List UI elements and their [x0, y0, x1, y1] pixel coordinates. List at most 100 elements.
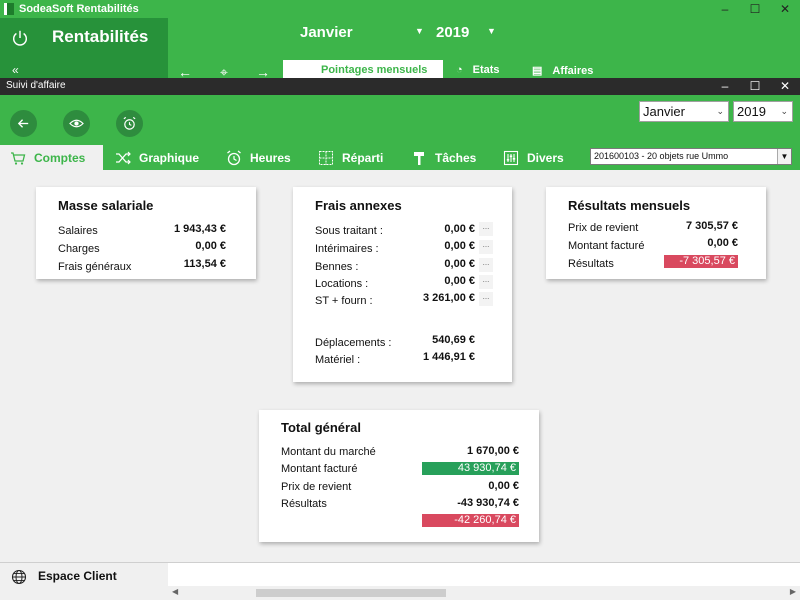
maximize-icon[interactable]: ☐ [749, 2, 761, 16]
chevron-down-icon: ▼ [777, 149, 791, 164]
child-window-title: Suivi d'affaire [6, 80, 66, 91]
year-select[interactable]: 2019 ⌄ [733, 101, 793, 122]
details-button[interactable]: ... [479, 275, 493, 289]
row-label: Sous traitant : [315, 225, 383, 237]
row-label: Montant facturé [568, 240, 645, 252]
espace-client-button[interactable]: Espace Client [0, 562, 168, 600]
app-name: Rentabilités [52, 27, 149, 46]
chevron-down-icon[interactable]: ▼ [487, 26, 496, 36]
card-title: Frais annexes [315, 198, 402, 213]
details-button[interactable]: ... [479, 292, 493, 306]
tab-pointages-mensuels[interactable]: Pointages mensuels [283, 60, 443, 78]
tab-label: Divers [527, 150, 564, 165]
row-value: 3 261,00 € [423, 292, 475, 304]
timer-button[interactable] [116, 110, 143, 137]
row-label: Prix de revient [568, 222, 639, 234]
collapse-sidebar-button[interactable]: « [0, 58, 40, 78]
back-arrow-icon[interactable]: ← [178, 64, 192, 80]
tab-graphique[interactable]: Graphique [103, 145, 216, 170]
view-button[interactable] [63, 110, 90, 137]
scroll-right-icon[interactable]: ▶ [789, 587, 796, 596]
row-value: 0,00 € [195, 240, 226, 252]
header-year[interactable]: 2019 [436, 24, 470, 41]
tab-label: Tâches [435, 150, 477, 165]
row-label: Matériel : [315, 354, 361, 366]
row-value: 540,69 € [432, 334, 475, 346]
maximize-icon[interactable]: ☐ [749, 79, 761, 93]
tab-heures[interactable]: Heures [216, 145, 308, 170]
tab-taches[interactable]: Tâches [403, 145, 495, 170]
back-button[interactable] [10, 110, 37, 137]
tab-divers[interactable]: Divers [495, 145, 585, 170]
row-label: Charges [58, 243, 100, 255]
chevron-down-icon: ⌄ [780, 106, 788, 116]
sliders-icon [503, 150, 519, 165]
row-label: Prix de revient [281, 481, 352, 493]
double-chevron-left-icon: « [12, 63, 19, 77]
row-label: Résultats [281, 498, 327, 510]
grid-icon [319, 150, 333, 165]
row-label: Locations : [315, 278, 369, 290]
tab-label: Heures [250, 150, 291, 165]
header-month[interactable]: Janvier [300, 24, 353, 41]
row-label: Frais généraux [58, 261, 132, 273]
minimize-icon[interactable]: – [721, 79, 729, 93]
details-button[interactable]: ... [479, 240, 493, 254]
cart-icon [11, 151, 26, 165]
tab-label: Comptes [34, 150, 86, 165]
affair-select-value: 201600103 - 20 objets rue Ummo [594, 151, 729, 161]
tab-label: Etats [472, 64, 500, 76]
card-total-general: Total général Montant du marché 1 670,00… [259, 410, 539, 542]
child-title-bar: Suivi d'affaire – ☐ ✕ [0, 78, 800, 95]
alarm-clock-icon [227, 149, 241, 165]
tab-etats[interactable]: ◔ Etats [456, 60, 500, 78]
forward-arrow-icon[interactable]: → [256, 64, 270, 80]
eye-icon [69, 119, 84, 128]
bottom-content-area [168, 562, 800, 586]
main-window-controls: – ☐ ✕ [710, 0, 800, 18]
row-label: ST + fourn : [315, 295, 373, 307]
card-title: Résultats mensuels [568, 198, 691, 213]
alarm-clock-icon [123, 116, 136, 130]
tab-label: Graphique [139, 150, 200, 165]
tab-comptes[interactable]: Comptes [0, 145, 103, 170]
app-logo-icon [4, 3, 14, 15]
row-label: Déplacements : [315, 337, 392, 349]
month-select[interactable]: Janvier ⌄ [639, 101, 729, 122]
location-pin-icon[interactable]: ⌖ [220, 64, 228, 80]
power-button[interactable] [0, 18, 40, 58]
row-value: 0,00 € [444, 275, 475, 287]
hammer-icon [414, 151, 424, 165]
main-window-title: SodeaSoft Rentabilités [19, 3, 139, 15]
chevron-down-icon[interactable]: ▼ [415, 26, 424, 36]
child-tabs: Comptes Graphique Heures [0, 145, 585, 170]
tab-label: Affaires [552, 65, 594, 77]
details-button[interactable]: ... [479, 258, 493, 272]
app-header: Rentabilités « Janvier ▼ 2019 ▼ ← ⌖ → Po… [0, 18, 800, 80]
tab-affaires[interactable]: ▤ Affaires [532, 60, 593, 78]
scroll-left-icon[interactable]: ◀ [172, 587, 179, 596]
negative-value: -42 260,74 € [422, 514, 519, 527]
row-value: -43 930,74 € [457, 497, 519, 509]
scrollbar-thumb[interactable] [256, 589, 446, 597]
horizontal-scrollbar[interactable]: ◀ ▶ [168, 586, 800, 600]
chevron-down-icon: ⌄ [716, 106, 724, 116]
details-button[interactable]: ... [479, 222, 493, 236]
affair-select[interactable]: 201600103 - 20 objets rue Ummo ▼ [590, 148, 792, 165]
minimize-icon[interactable]: – [721, 2, 729, 16]
row-value: 0,00 € [444, 240, 475, 252]
close-icon[interactable]: ✕ [779, 2, 791, 16]
year-select-value: 2019 [737, 104, 766, 119]
power-icon [12, 30, 28, 46]
close-icon[interactable]: ✕ [779, 79, 791, 93]
arrow-left-icon [17, 119, 29, 128]
espace-client-label: Espace Client [38, 569, 117, 583]
tab-reparti[interactable]: Réparti [308, 145, 403, 170]
card-resultats-mensuels: Résultats mensuels Prix de revient 7 305… [546, 187, 766, 279]
row-value: 1 446,91 € [423, 351, 475, 363]
row-label: Montant facturé [281, 463, 358, 475]
card-frais-annexes: Frais annexes Sous traitant : 0,00 € ...… [293, 187, 512, 382]
main-title-bar: SodeaSoft Rentabilités – ☐ ✕ [0, 0, 800, 18]
row-value: 1 943,43 € [174, 223, 226, 235]
row-value: 0,00 € [707, 237, 738, 249]
